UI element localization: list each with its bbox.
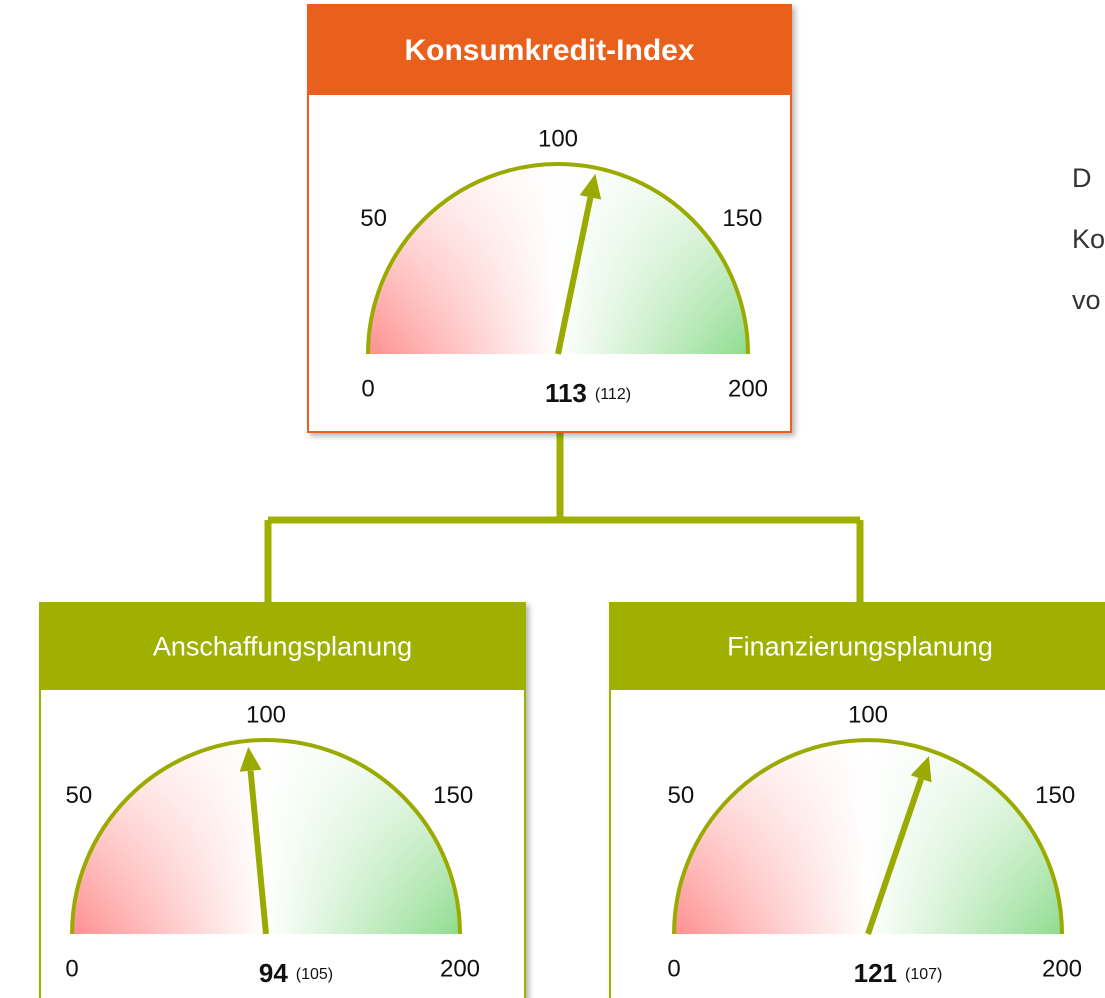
side-text: D (1072, 163, 1092, 193)
gauge-arc (70, 738, 462, 935)
tick-label: 200 (728, 375, 768, 402)
needle-head (239, 746, 262, 772)
panel-header (40, 603, 525, 690)
side-text: Ko (1072, 224, 1105, 254)
panel-title: Finanzierungsplanung (727, 632, 993, 662)
tick-label: 50 (667, 782, 694, 809)
value: 113 (545, 378, 587, 408)
tick-label: 150 (722, 205, 762, 232)
tick-label: 100 (246, 701, 286, 728)
needle-head (910, 756, 932, 783)
gauge-panel: Anschaffungsplanung 0 50 100 150 200 94 (105) (39, 602, 526, 998)
connector (264, 432, 864, 603)
tick-label: 100 (538, 125, 578, 152)
gauge-arc (366, 162, 750, 355)
value: 94 (259, 958, 288, 988)
tick-label: 0 (361, 375, 374, 402)
needle (555, 173, 602, 355)
needle-shaft (247, 770, 269, 935)
gauge-fade (674, 740, 1062, 934)
tick-label: 150 (1035, 782, 1075, 809)
value-label: 113 (112) (545, 378, 631, 408)
value-label: 121 (107) (854, 958, 943, 988)
tick-label: 200 (1042, 955, 1082, 982)
value: 121 (854, 958, 897, 988)
tick-label: 0 (65, 955, 78, 982)
previous-value: (112) (595, 386, 631, 403)
needle (865, 756, 932, 935)
tick-label: 50 (65, 782, 92, 809)
tick-label: 100 (848, 701, 888, 728)
panel-header (308, 5, 791, 95)
tick-label: 50 (360, 205, 387, 232)
panel-title: Konsumkredit-Index (404, 34, 694, 67)
value-label: 94 (105) (259, 958, 333, 988)
side-text: vo (1072, 285, 1101, 315)
connectors (264, 432, 864, 603)
needle-shaft (555, 196, 594, 355)
gauge-fade (368, 164, 748, 354)
needle (239, 746, 269, 935)
panel-title: Anschaffungsplanung (153, 632, 412, 662)
previous-value: (105) (296, 966, 333, 983)
tick-label: 0 (667, 955, 680, 982)
tick-label: 200 (440, 955, 480, 982)
gauge-fade (72, 740, 460, 934)
tick-label: 150 (433, 782, 473, 809)
gauge-panel: Konsumkredit-Index 0 50 100 150 200 113 (112) (307, 4, 792, 433)
needle-shaft (865, 777, 924, 935)
panel-header (610, 603, 1105, 690)
gauge-arc (672, 738, 1064, 935)
needle-head (579, 173, 602, 200)
gauge-panel: Finanzierungsplanung 0 50 100 150 200 121 (107) (609, 602, 1105, 998)
previous-value: (107) (905, 966, 942, 983)
